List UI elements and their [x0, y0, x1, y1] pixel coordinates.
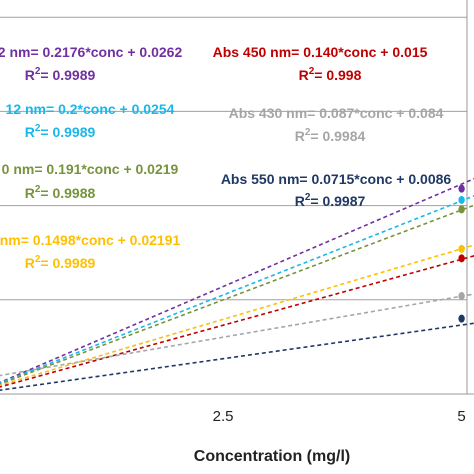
equation-label: 12 nm= 0.2*conc + 0.0254 [6, 101, 175, 117]
trendline-2 [0, 195, 474, 384]
data-point [458, 314, 465, 323]
r-squared-symbol: R [25, 124, 35, 140]
r-squared-exponent: 2 [35, 66, 41, 77]
r-squared-symbol: R [295, 193, 305, 209]
r-squared-label: R2= 0.9989 [25, 66, 96, 83]
r-squared-label: R2= 0.998 [299, 66, 362, 83]
r-squared-value: = 0.9987 [310, 193, 365, 209]
r-squared-label: R2= 0.9989 [25, 254, 96, 271]
r-squared-exponent: 2 [35, 254, 41, 265]
r-squared-value: = 0.998 [314, 67, 361, 83]
data-point [458, 205, 465, 214]
data-point [458, 244, 465, 253]
r-squared-value: = 0.9989 [40, 255, 95, 271]
data-points [458, 184, 465, 323]
x-axis-title: Concentration (mg/l) [194, 448, 350, 465]
gridlines [0, 16, 467, 301]
trendline-5 [0, 255, 474, 388]
r-squared-label: R2= 0.9989 [25, 123, 96, 140]
equation-label: 2 nm= 0.2176*conc + 0.0262 [0, 44, 182, 60]
r-squared-exponent: 2 [305, 192, 311, 203]
equation-label: 0 nm= 0.191*conc + 0.0219 [2, 161, 179, 177]
x-tick-labels: 2.557.5 [213, 408, 466, 425]
trendline-6 [0, 293, 474, 377]
r-squared-symbol: R [25, 67, 35, 83]
r-squared-exponent: 2 [309, 66, 315, 77]
r-squared-label: R2= 0.9984 [295, 127, 366, 144]
r-squared-symbol: R [25, 185, 35, 201]
r-squared-value: = 0.9988 [40, 185, 95, 201]
r-squared-exponent: 2 [305, 127, 311, 138]
data-point [458, 184, 465, 193]
axes [0, 0, 474, 395]
r-squared-value: = 0.9989 [40, 67, 95, 83]
trendline-4 [0, 244, 474, 387]
equation-label: Abs 450 nm= 0.140*conc + 0.015 [213, 44, 428, 60]
x-tick-label: 5 [457, 408, 465, 425]
data-point [458, 195, 465, 204]
data-point [458, 292, 465, 301]
r-squared-value: = 0.9984 [310, 128, 365, 144]
x-tick-label: 2.5 [213, 408, 234, 425]
r-squared-label: R2= 0.9987 [295, 192, 366, 209]
r-squared-symbol: R [299, 67, 309, 83]
data-point [458, 254, 465, 263]
trendlines [0, 177, 474, 392]
r-squared-symbol: R [25, 255, 35, 271]
equation-label: Abs 430 nm= 0.087*conc + 0.084 [229, 105, 444, 121]
r-squared-label: R2= 0.9988 [25, 184, 96, 201]
equation-label: nm= 0.1498*conc + 0.02191 [0, 232, 180, 248]
equation-label: Abs 550 nm= 0.0715*conc + 0.0086 [221, 171, 452, 187]
r-squared-exponent: 2 [35, 123, 41, 134]
r-squared-value: = 0.9989 [40, 124, 95, 140]
r-squared-exponent: 2 [35, 184, 41, 195]
trendline-1 [0, 177, 474, 384]
r-squared-symbol: R [295, 128, 305, 144]
